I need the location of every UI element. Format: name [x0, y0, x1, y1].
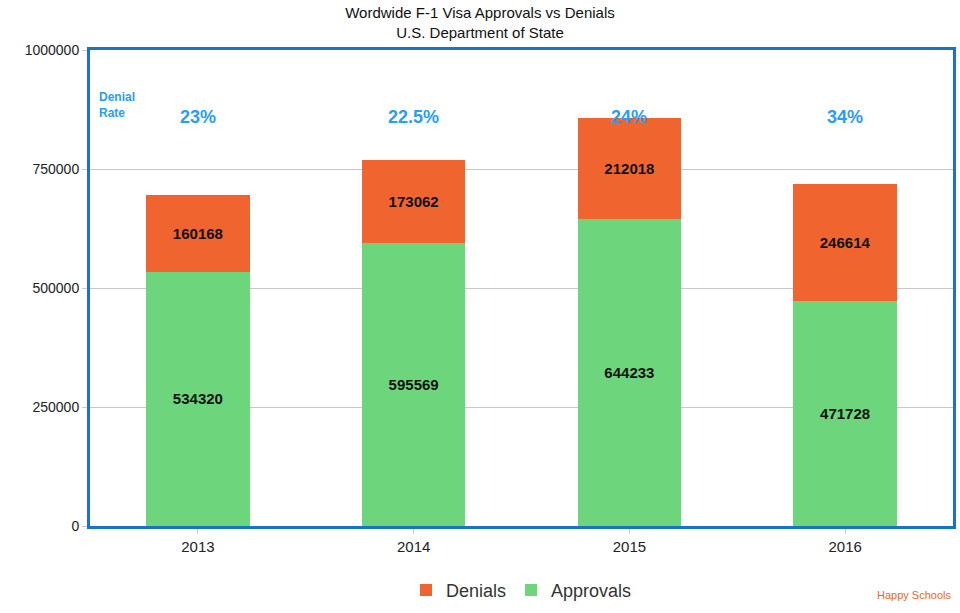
svg-text:173062: 173062 — [389, 193, 439, 210]
svg-text:500000: 500000 — [32, 280, 79, 296]
svg-text:0: 0 — [71, 518, 79, 534]
svg-text:24%: 24% — [611, 107, 647, 127]
svg-text:Happy Schools: Happy Schools — [877, 589, 951, 601]
svg-text:250000: 250000 — [32, 399, 79, 415]
svg-text:DenialRate: DenialRate — [99, 90, 135, 120]
svg-text:2014: 2014 — [397, 538, 430, 555]
svg-text:160168: 160168 — [173, 225, 223, 242]
svg-text:Wordwide F-1 Visa Approvals vs: Wordwide F-1 Visa Approvals vs DenialsU.… — [345, 4, 615, 41]
svg-text:246614: 246614 — [820, 234, 871, 251]
svg-text:2013: 2013 — [181, 538, 214, 555]
svg-text:2015: 2015 — [613, 538, 646, 555]
svg-text:644233: 644233 — [604, 364, 654, 381]
svg-text:Denials: Denials — [446, 581, 506, 601]
svg-text:23%: 23% — [180, 107, 216, 127]
svg-text:534320: 534320 — [173, 390, 223, 407]
svg-text:595569: 595569 — [389, 376, 439, 393]
svg-text:212018: 212018 — [604, 160, 654, 177]
svg-text:750000: 750000 — [32, 161, 79, 177]
svg-text:1000000: 1000000 — [25, 42, 80, 58]
svg-text:22.5%: 22.5% — [388, 107, 439, 127]
svg-text:34%: 34% — [827, 107, 863, 127]
svg-text:2016: 2016 — [828, 538, 861, 555]
svg-text:Approvals: Approvals — [551, 581, 631, 601]
svg-text:471728: 471728 — [820, 405, 870, 422]
